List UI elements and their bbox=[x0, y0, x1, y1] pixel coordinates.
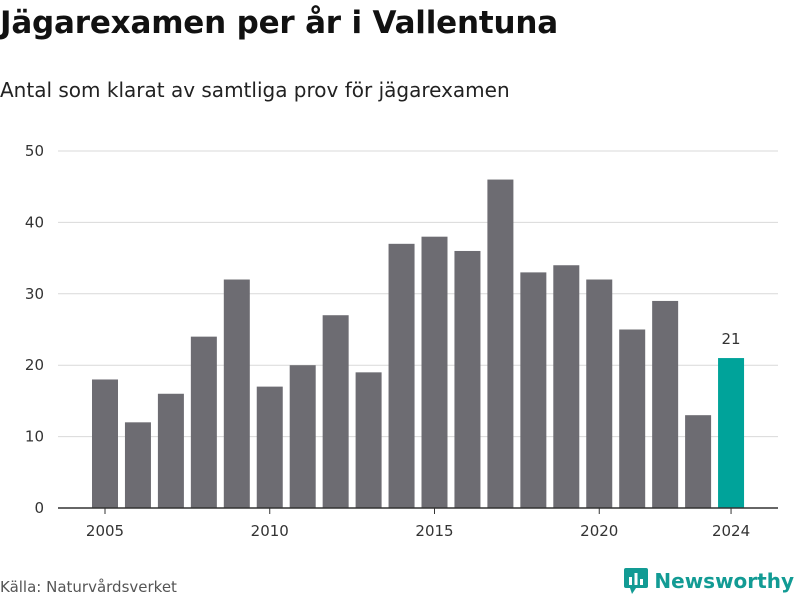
bar-highlighted bbox=[718, 358, 745, 508]
y-tick-label: 50 bbox=[25, 142, 44, 160]
bar bbox=[92, 379, 118, 508]
bar bbox=[520, 272, 547, 508]
bar bbox=[388, 243, 415, 508]
x-tick-label: 2015 bbox=[415, 522, 453, 540]
bar bbox=[586, 279, 613, 508]
x-tick-label: 2020 bbox=[580, 522, 618, 540]
bar bbox=[289, 365, 316, 508]
brand-name: Newsworthy bbox=[654, 569, 794, 593]
y-tick-label: 40 bbox=[25, 213, 44, 231]
bar bbox=[256, 386, 283, 508]
bar bbox=[223, 279, 250, 508]
bar bbox=[553, 265, 580, 508]
x-tick-label: 2024 bbox=[712, 522, 750, 540]
x-tick-label: 2010 bbox=[251, 522, 289, 540]
chart-title: Jägarexamen per år i Vallentuna bbox=[0, 5, 558, 41]
y-tick-label: 20 bbox=[25, 356, 44, 374]
bar bbox=[454, 250, 481, 508]
bar bbox=[685, 415, 712, 508]
brand-logo[interactable]: Newsworthy bbox=[624, 568, 794, 594]
bar bbox=[487, 179, 514, 508]
y-tick-label: 30 bbox=[25, 285, 44, 303]
y-tick-label: 10 bbox=[25, 428, 44, 446]
bar bbox=[355, 372, 382, 508]
x-tick-label: 2005 bbox=[86, 522, 124, 540]
bar bbox=[421, 236, 448, 508]
bar bbox=[322, 315, 349, 508]
data-label: 21 bbox=[722, 330, 741, 348]
bar bbox=[652, 300, 679, 508]
bar bbox=[619, 329, 646, 508]
bar bbox=[157, 393, 184, 508]
chart-subtitle: Antal som klarat av samtliga prov för jä… bbox=[0, 78, 510, 102]
y-tick-label: 0 bbox=[34, 499, 44, 517]
bar bbox=[124, 422, 151, 508]
source-note: Källa: Naturvårdsverket bbox=[0, 578, 177, 596]
bar bbox=[190, 336, 217, 508]
newsworthy-logo-icon bbox=[624, 568, 649, 594]
bar-chart: 0 10 20 30 40 50 21 2005 2010 2015 2020 2024 bbox=[25, 142, 778, 540]
